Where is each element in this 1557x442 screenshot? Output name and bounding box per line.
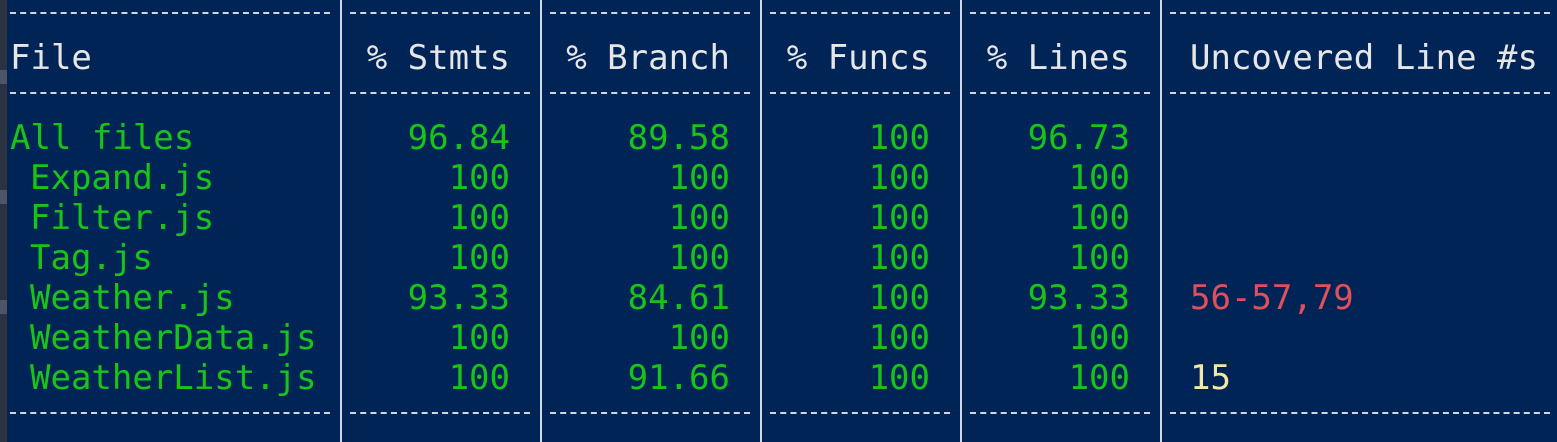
row-branch: 100	[668, 158, 730, 198]
column-separator	[1160, 0, 1162, 442]
row-file: Filter.js	[30, 198, 215, 238]
row-lines: 100	[1068, 318, 1130, 358]
row-uncovered: 15	[1190, 358, 1231, 398]
column-separator	[760, 0, 762, 442]
table-row: Expand.js 100 100 100 100	[0, 158, 1557, 198]
row-funcs: 100	[868, 358, 930, 398]
header-lines: % Lines	[986, 38, 1130, 78]
row-funcs: 100	[868, 238, 930, 278]
row-branch: 100	[668, 318, 730, 358]
row-lines: 100	[1068, 358, 1130, 398]
header-uncovered: Uncovered Line #s	[1190, 38, 1538, 78]
column-separator	[540, 0, 542, 442]
row-funcs: 100	[868, 118, 930, 158]
row-file: All files	[10, 118, 195, 158]
row-uncovered	[1190, 158, 1550, 198]
table-row: Weather.js 93.33 84.61 100 93.33 56-57,7…	[0, 278, 1557, 318]
separator-line-header	[0, 82, 1557, 102]
row-stmts: 100	[448, 318, 510, 358]
row-lines: 100	[1068, 238, 1130, 278]
row-file: Weather.js	[30, 278, 235, 318]
table-row: WeatherData.js 100 100 100 100	[0, 318, 1557, 358]
row-uncovered	[1190, 198, 1550, 238]
row-branch: 100	[668, 198, 730, 238]
row-lines: 100	[1068, 198, 1130, 238]
column-separator	[340, 0, 342, 442]
row-branch: 84.61	[627, 278, 730, 318]
row-funcs: 100	[868, 158, 930, 198]
table-row: Filter.js 100 100 100 100	[0, 198, 1557, 238]
separator-line-top	[0, 2, 1557, 22]
row-file: Tag.js	[30, 238, 153, 278]
row-stmts: 93.33	[407, 278, 510, 318]
row-file: WeatherList.js	[30, 358, 317, 398]
separator-line-bottom	[0, 402, 1557, 422]
row-stmts: 100	[448, 198, 510, 238]
header-branch: % Branch	[566, 38, 730, 78]
column-separator	[960, 0, 962, 442]
edge-tick	[0, 300, 7, 314]
row-lines: 100	[1068, 158, 1130, 198]
row-uncovered: 56-57,79	[1190, 278, 1354, 318]
row-lines: 96.73	[1027, 118, 1130, 158]
row-uncovered	[1190, 118, 1550, 158]
row-stmts: 100	[448, 158, 510, 198]
table-row: Tag.js 100 100 100 100	[0, 238, 1557, 278]
header-stmts: % Stmts	[366, 38, 510, 78]
header-file: File	[10, 38, 92, 78]
table-header: File % Stmts % Branch % Funcs % Lines Un…	[0, 38, 1557, 78]
row-file: Expand.js	[30, 158, 215, 198]
row-branch: 91.66	[627, 358, 730, 398]
row-stmts: 96.84	[407, 118, 510, 158]
row-branch: 89.58	[627, 118, 730, 158]
row-funcs: 100	[868, 278, 930, 318]
row-stmts: 100	[448, 238, 510, 278]
row-uncovered	[1190, 238, 1550, 278]
header-funcs: % Funcs	[786, 38, 930, 78]
row-stmts: 100	[448, 358, 510, 398]
edge-tick	[0, 70, 7, 84]
row-lines: 93.33	[1027, 278, 1130, 318]
table-row: All files 96.84 89.58 100 96.73	[0, 118, 1557, 158]
terminal-left-edge	[0, 0, 7, 442]
row-uncovered	[1190, 318, 1550, 358]
row-file: WeatherData.js	[30, 318, 317, 358]
table-row: WeatherList.js 100 91.66 100 100 15	[0, 358, 1557, 398]
edge-tick	[0, 190, 7, 204]
row-branch: 100	[668, 238, 730, 278]
row-funcs: 100	[868, 198, 930, 238]
row-funcs: 100	[868, 318, 930, 358]
